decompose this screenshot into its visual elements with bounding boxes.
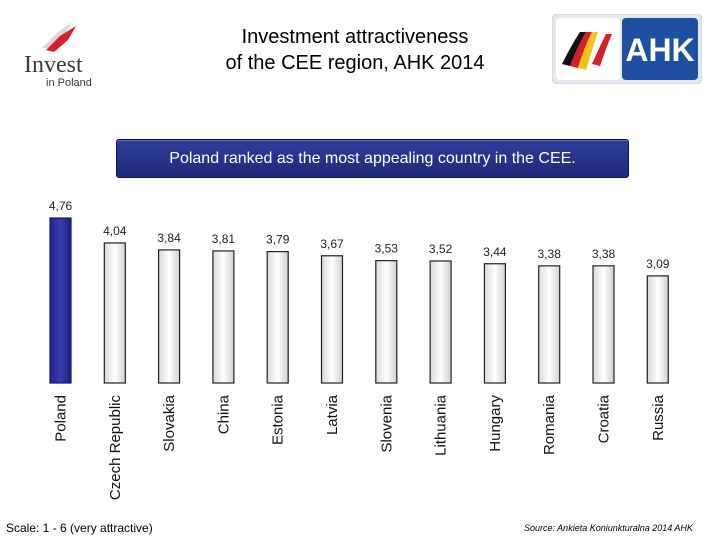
title-line-1: Investment attractiveness: [241, 26, 469, 48]
category-label: Poland: [53, 395, 70, 442]
category-label: Slovenia: [378, 394, 395, 452]
bar-lithuania: [429, 260, 452, 384]
value-label: 3,81: [212, 232, 236, 246]
bar-latvia: [320, 255, 344, 384]
category-label: Czech Republic: [107, 395, 124, 501]
ahk-text: AHK: [625, 32, 694, 68]
category-label: Hungary: [487, 395, 504, 452]
ahk-logo: AHK: [551, 13, 703, 85]
page-title: Investment attractiveness of the CEE reg…: [180, 24, 530, 76]
title-line-2: of the CEE region, AHK 2014: [225, 52, 485, 74]
scale-note: Scale: 1 - 6 (very attractive): [6, 521, 153, 535]
bar-china: [212, 250, 235, 384]
category-label: Russia: [650, 394, 667, 441]
category-label: Lithuania: [433, 394, 450, 456]
bar-estonia: [266, 251, 289, 384]
bar-slovakia: [158, 249, 181, 384]
value-label: 3,52: [429, 242, 453, 256]
bar-croatia: [592, 265, 615, 384]
category-label: Slovakia: [161, 394, 178, 451]
value-label: 3,67: [320, 237, 344, 251]
value-label: 4,04: [103, 224, 127, 238]
value-label: 3,84: [157, 231, 181, 245]
bar-hungary: [483, 263, 506, 384]
invest-in-poland-logo: Invest in Poland: [20, 18, 110, 90]
category-label: Estonia: [270, 394, 287, 445]
value-label: 3,53: [375, 242, 399, 256]
logo-in-poland-text: in Poland: [46, 77, 92, 89]
value-label: 3,79: [266, 233, 290, 247]
value-label: 3,09: [646, 257, 670, 271]
category-label: Croatia: [596, 394, 613, 443]
value-label: 3,38: [538, 247, 562, 261]
bar-chart: 4,76 Poland 4,04 Czech Republic 3,84 Slovakia…: [49, 199, 670, 501]
value-label: 3,44: [483, 245, 507, 259]
category-label: China: [215, 394, 232, 434]
category-label: Latvia: [324, 394, 341, 435]
value-label: 4,76: [49, 199, 73, 213]
summary-banner: Poland ranked as the most appealing coun…: [116, 139, 629, 178]
bar-poland: [49, 217, 72, 384]
source-note: Source: Ankieta Koniunkturalna 2014 AHK: [524, 523, 693, 533]
value-label: 3,38: [592, 247, 616, 261]
bar-czech-republic: [103, 242, 126, 384]
logo-invest-text: Invest: [24, 52, 83, 78]
bar-slovenia: [375, 260, 398, 384]
bar-russia: [646, 275, 669, 384]
category-label: Romania: [541, 394, 558, 455]
bar-romania: [538, 265, 561, 384]
